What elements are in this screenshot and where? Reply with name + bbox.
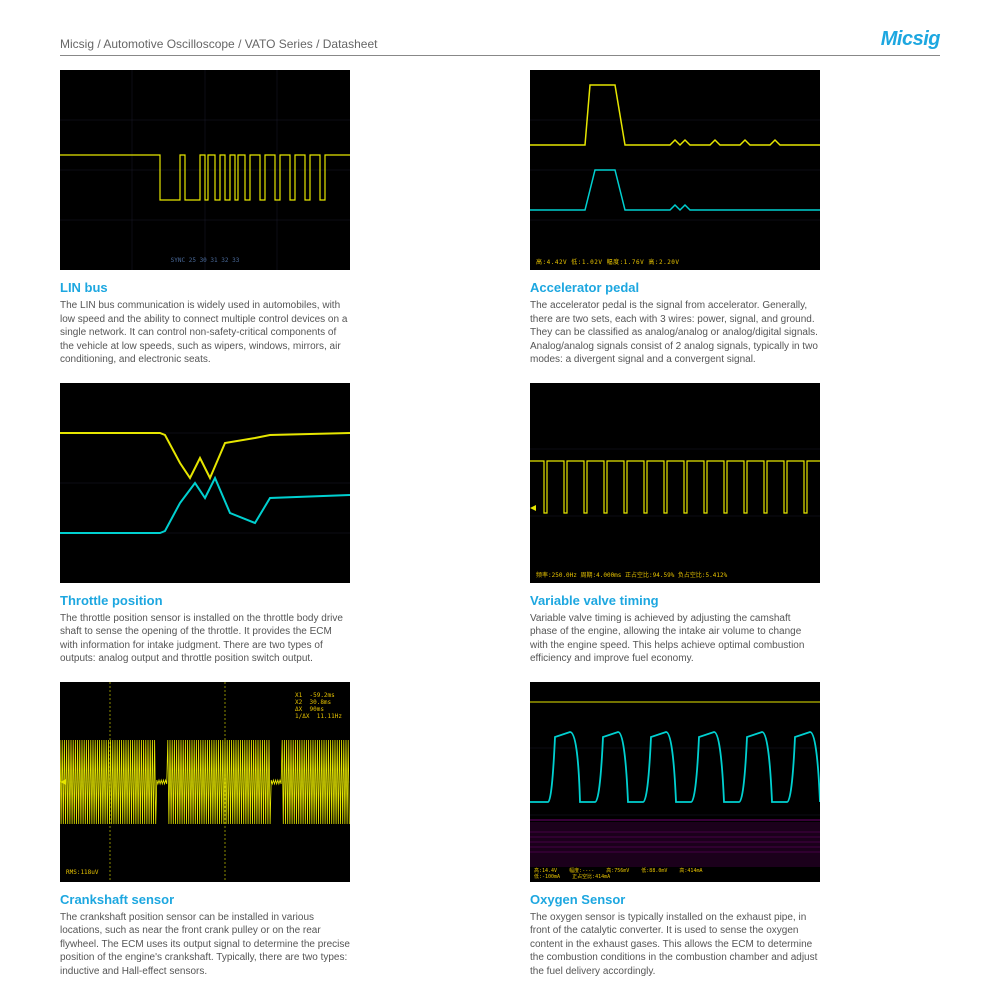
scope-oxygen-sensor: 高:14.4V 幅度:---- 高:756mV 低:88.0mV 高:414mA… — [530, 682, 820, 882]
card-title: LIN bus — [60, 280, 470, 295]
scope-crankshaft-sensor: X1 -59.2ms X2 30.8ms ΔX 90ms 1/ΔX 11.11H… — [60, 682, 350, 882]
card-description: The accelerator pedal is the signal from… — [530, 299, 820, 367]
page-header: Micsig / Automotive Oscilloscope / VATO … — [60, 28, 940, 56]
scope-accelerator-pedal: 高:4.42V 低:1.02V 幅度:1.76V 高:2.20V — [530, 70, 820, 270]
scope-annotation-measurements: X1 -59.2ms X2 30.8ms ΔX 90ms 1/ΔX 11.11H… — [295, 692, 342, 721]
scope-annotation: SYNC 25 30 31 32 33 — [60, 257, 350, 264]
scope-annotation: 频率:250.0Hz 周期:4.000ms 正占空比:94.59% 负占空比:5… — [536, 570, 814, 579]
card-lin-bus: SYNC 25 30 31 32 33 LIN bus The LIN bus … — [60, 70, 470, 367]
card-title: Crankshaft sensor — [60, 892, 470, 907]
card-title: Throttle position — [60, 593, 470, 608]
card-crankshaft-sensor: X1 -59.2ms X2 30.8ms ΔX 90ms 1/ΔX 11.11H… — [60, 682, 470, 979]
card-throttle-position: Throttle position The throttle position … — [60, 383, 470, 666]
scope-annotation: 高:4.42V 低:1.02V 幅度:1.76V 高:2.20V — [536, 257, 814, 266]
card-description: The oxygen sensor is typically installed… — [530, 911, 820, 979]
card-variable-valve-timing: 频率:250.0Hz 周期:4.000ms 正占空比:94.59% 负占空比:5… — [530, 383, 940, 666]
scope-variable-valve-timing: 频率:250.0Hz 周期:4.000ms 正占空比:94.59% 负占空比:5… — [530, 383, 820, 583]
content-grid: SYNC 25 30 31 32 33 LIN bus The LIN bus … — [60, 70, 940, 978]
card-accelerator-pedal: 高:4.42V 低:1.02V 幅度:1.76V 高:2.20V Acceler… — [530, 70, 940, 367]
card-title: Accelerator pedal — [530, 280, 940, 295]
card-description: The crankshaft position sensor can be in… — [60, 911, 350, 979]
breadcrumb: Micsig / Automotive Oscilloscope / VATO … — [60, 37, 377, 51]
scope-lin-bus: SYNC 25 30 31 32 33 — [60, 70, 350, 270]
card-description: The throttle position sensor is installe… — [60, 612, 350, 666]
card-title: Oxygen Sensor — [530, 892, 940, 907]
card-oxygen-sensor: 高:14.4V 幅度:---- 高:756mV 低:88.0mV 高:414mA… — [530, 682, 940, 979]
scope-throttle-position — [60, 383, 350, 583]
card-description: The LIN bus communication is widely used… — [60, 299, 350, 367]
card-description: Variable valve timing is achieved by adj… — [530, 612, 820, 666]
card-title: Variable valve timing — [530, 593, 940, 608]
scope-annotation: 高:14.4V 幅度:---- 高:756mV 低:88.0mV 高:414mA… — [534, 868, 816, 880]
scope-annotation-rms: RMS:118uV — [66, 869, 99, 876]
brand-logo: Micsig — [881, 28, 940, 51]
